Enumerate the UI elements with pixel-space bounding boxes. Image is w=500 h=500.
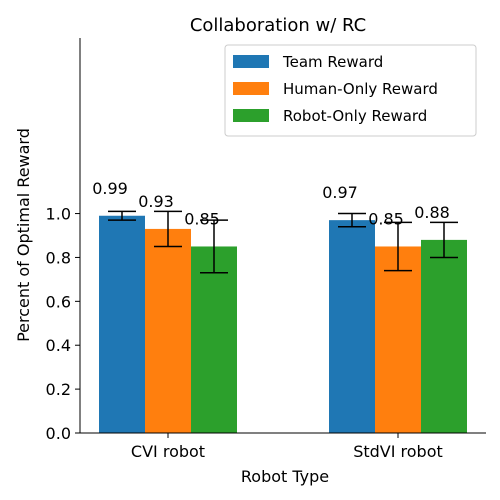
y-tick-label: 0.6 xyxy=(46,292,71,311)
legend-swatch xyxy=(233,82,269,95)
legend-swatch xyxy=(233,109,269,122)
data-label: 0.93 xyxy=(138,192,174,211)
bar xyxy=(329,220,375,433)
y-axis-label: Percent of Optimal Reward xyxy=(14,128,33,342)
bar xyxy=(191,246,237,433)
x-tick-label: CVI robot xyxy=(131,442,205,461)
data-label: 0.97 xyxy=(322,183,358,202)
bar xyxy=(375,246,421,433)
bar xyxy=(145,228,191,433)
x-tick-label: StdVI robot xyxy=(353,442,443,461)
y-tick-label: 0.4 xyxy=(46,336,71,355)
x-ticks-group: CVI robot StdVI robot xyxy=(131,433,443,461)
bar xyxy=(99,215,145,433)
legend-label: Human-Only Reward xyxy=(283,80,438,98)
data-labels-group: 0.99 0.93 0.85 0.97 0.85 0.88 xyxy=(92,179,450,229)
legend: Team Reward Human-Only Reward Robot-Only R… xyxy=(224,44,477,137)
data-label: 0.88 xyxy=(414,203,450,222)
y-tick-label: 0.2 xyxy=(46,380,71,399)
legend-label: Robot-Only Reward xyxy=(283,107,427,125)
y-tick-label: 1.0 xyxy=(46,205,71,224)
y-tick-label: 0.0 xyxy=(46,424,71,443)
legend-swatch xyxy=(233,55,269,68)
x-axis-label: Robot Type xyxy=(241,467,329,486)
bar xyxy=(421,239,467,433)
y-ticks-group: 0.0 0.2 0.4 0.6 0.8 1.0 xyxy=(46,205,80,443)
legend-frame xyxy=(224,44,477,137)
legend-label: Team Reward xyxy=(282,53,383,71)
chart-title: Collaboration w/ RC xyxy=(190,15,366,36)
data-label: 0.85 xyxy=(368,209,404,228)
errorbars-group xyxy=(108,210,458,274)
data-label: 0.85 xyxy=(184,209,220,228)
data-label: 0.99 xyxy=(92,179,128,198)
bars-group xyxy=(99,215,467,433)
y-tick-label: 0.8 xyxy=(46,248,71,267)
